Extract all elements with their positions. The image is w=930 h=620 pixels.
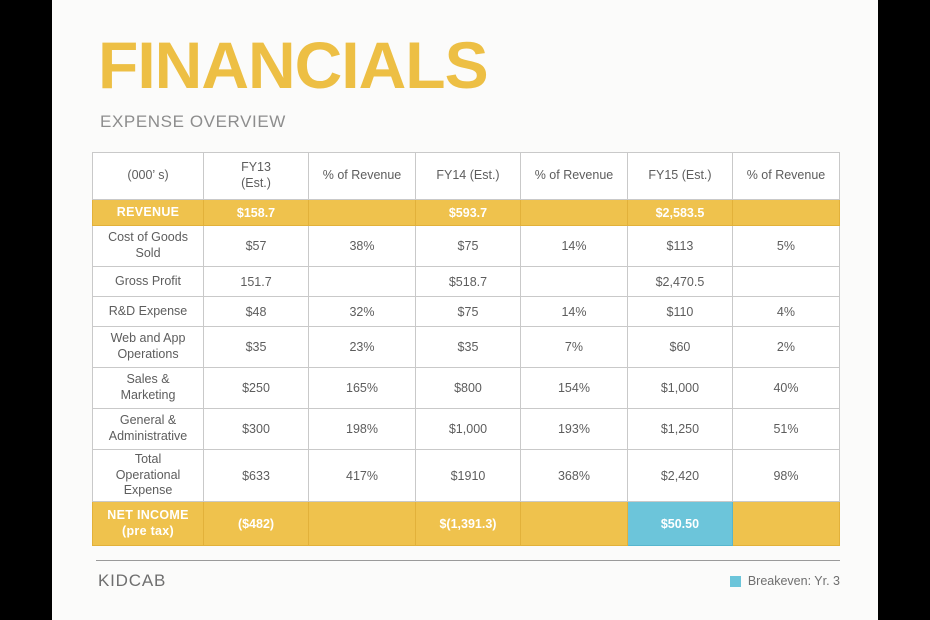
cell-cogs-pct14: 14% (519, 225, 628, 267)
table-header-row: (000’ s) FY13 (Est.) % of Revenue FY14 (… (91, 152, 841, 200)
cell-ga-fy15: $1,250 (626, 408, 733, 450)
slide-canvas: FINANCIALS EXPENSE OVERVIEW (000’ s) FY1… (52, 0, 878, 620)
cell-web-fy13: $35 (203, 326, 309, 368)
column-header-pct-fy13: % of Revenue (308, 152, 416, 200)
column-header-fy13-line1: FY13 (241, 160, 271, 175)
cell-rd-fy13: $48 (203, 296, 309, 327)
row-label-net-income-line2: (pre tax) (122, 523, 175, 538)
cell-net-income-fy14: $(1,391.3) (415, 501, 521, 546)
cell-ga-fy14: $1,000 (415, 408, 521, 450)
row-label-gross-profit: Gross Profit (91, 266, 205, 297)
table-row-net-income: NET INCOME (pre tax) ($482) $(1,391.3) $… (91, 501, 841, 546)
cell-cogs-pct13: 38% (308, 225, 416, 267)
cell-sales-pct13: 165% (308, 367, 416, 409)
cell-gross-profit-fy14: $518.7 (415, 266, 521, 297)
column-header-fy15: FY15 (Est.) (626, 152, 733, 200)
row-label-revenue: REVENUE (91, 199, 205, 226)
cell-cogs-pct15: 5% (731, 225, 841, 267)
table-row-web-app-operations: Web and App Operations $35 23% $35 7% $6… (91, 326, 841, 368)
cell-revenue-pct13 (308, 199, 416, 226)
cell-total-fy13: $633 (203, 449, 309, 502)
table-row-revenue: REVENUE $158.7 $593.7 $2,583.5 (91, 199, 841, 226)
cell-ga-fy13: $300 (203, 408, 309, 450)
table-row-total-operational-expense: Total Operational Expense $633 417% $191… (91, 449, 841, 502)
column-header-fy14: FY14 (Est.) (415, 152, 521, 200)
footer-divider (96, 560, 840, 561)
row-label-web-app-operations: Web and App Operations (91, 326, 205, 368)
cell-gross-profit-fy13: 151.7 (203, 266, 309, 297)
cell-rd-fy15: $110 (626, 296, 733, 327)
table-row-sales-marketing: Sales & Marketing $250 165% $800 154% $1… (91, 367, 841, 409)
cell-revenue-pct15 (731, 199, 841, 226)
cell-gross-profit-pct13 (308, 266, 416, 297)
row-label-net-income-line1: NET INCOME (107, 507, 189, 522)
cell-net-income-fy15-breakeven: $50.50 (626, 501, 733, 546)
cell-gross-profit-pct15 (731, 266, 841, 297)
cell-ga-pct13: 198% (308, 408, 416, 450)
slide-footer: KIDCAB Breakeven: Yr. 3 (96, 571, 840, 599)
financials-table-container: (000’ s) FY13 (Est.) % of Revenue FY14 (… (91, 152, 841, 546)
table-row-cogs: Cost of Goods Sold $57 38% $75 14% $113 … (91, 225, 841, 267)
cell-cogs-fy15: $113 (626, 225, 733, 267)
table-row-gross-profit: Gross Profit 151.7 $518.7 $2,470.5 (91, 266, 841, 297)
cell-cogs-fy14: $75 (415, 225, 521, 267)
page-subtitle: EXPENSE OVERVIEW (100, 112, 286, 131)
cell-rd-pct15: 4% (731, 296, 841, 327)
row-label-total-operational-expense: Total Operational Expense (91, 449, 205, 502)
table-row-general-administrative: General & Administrative $300 198% $1,00… (91, 408, 841, 450)
column-header-fy13-line2: (Est.) (241, 176, 271, 190)
cell-net-income-fy13: ($482) (203, 501, 309, 546)
legend-label-breakeven: Breakeven: Yr. 3 (747, 574, 840, 588)
cell-sales-fy14: $800 (415, 367, 521, 409)
cell-ga-pct14: 193% (519, 408, 628, 450)
cell-web-pct14: 7% (519, 326, 628, 368)
column-header-fy13: FY13 (Est.) (203, 152, 309, 200)
cell-total-pct14: 368% (519, 449, 628, 502)
row-label-general-administrative: General & Administrative (91, 408, 205, 450)
cell-ga-pct15: 51% (731, 408, 841, 450)
cell-cogs-fy13: $57 (203, 225, 309, 267)
column-header-units: (000’ s) (91, 152, 205, 200)
column-header-pct-fy14: % of Revenue (519, 152, 628, 200)
table-body: REVENUE $158.7 $593.7 $2,583.5 Cost of G… (91, 199, 841, 546)
cell-sales-fy15: $1,000 (626, 367, 733, 409)
cell-total-pct13: 417% (308, 449, 416, 502)
row-label-rd-expense: R&D Expense (91, 296, 205, 327)
legend: Breakeven: Yr. 3 (729, 574, 840, 588)
cell-total-fy15: $2,420 (626, 449, 733, 502)
cell-web-pct13: 23% (308, 326, 416, 368)
cell-rd-pct14: 14% (519, 296, 628, 327)
cell-sales-fy13: $250 (203, 367, 309, 409)
cell-revenue-fy13: $158.7 (203, 199, 309, 226)
brand-name: KIDCAB (98, 571, 167, 590)
cell-web-fy14: $35 (415, 326, 521, 368)
page-title: FINANCIALS (98, 28, 489, 102)
cell-web-fy15: $60 (626, 326, 733, 368)
table-row-rd-expense: R&D Expense $48 32% $75 14% $110 4% (91, 296, 841, 327)
financials-table: (000’ s) FY13 (Est.) % of Revenue FY14 (… (91, 152, 841, 546)
cell-net-income-pct15 (731, 501, 841, 546)
row-label-cogs: Cost of Goods Sold (91, 225, 205, 267)
cell-web-pct15: 2% (731, 326, 841, 368)
cell-total-fy14: $1910 (415, 449, 521, 502)
cell-net-income-pct13 (308, 501, 416, 546)
cell-sales-pct15: 40% (731, 367, 841, 409)
cell-gross-profit-fy15: $2,470.5 (626, 266, 733, 297)
cell-rd-pct13: 32% (308, 296, 416, 327)
cell-revenue-pct14 (519, 199, 628, 226)
row-label-net-income: NET INCOME (pre tax) (91, 501, 205, 546)
cell-revenue-fy14: $593.7 (415, 199, 521, 226)
cell-total-pct15: 98% (731, 449, 841, 502)
cell-net-income-pct14 (519, 501, 628, 546)
row-label-sales-marketing: Sales & Marketing (91, 367, 205, 409)
column-header-pct-fy15: % of Revenue (731, 152, 841, 200)
breakeven-swatch-icon (729, 575, 741, 587)
cell-gross-profit-pct14 (519, 266, 628, 297)
cell-rd-fy14: $75 (415, 296, 521, 327)
cell-revenue-fy15: $2,583.5 (626, 199, 733, 226)
cell-sales-pct14: 154% (519, 367, 628, 409)
